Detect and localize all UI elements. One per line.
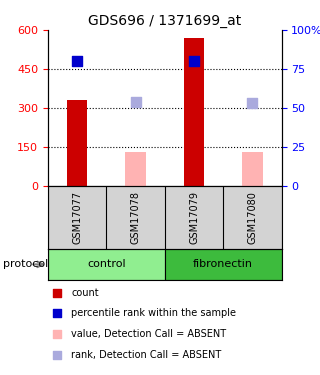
Point (55, 352, 60, 358)
Bar (184, 38, 204, 186)
Bar (67, 100, 87, 186)
Text: control: control (87, 260, 126, 269)
FancyBboxPatch shape (165, 249, 282, 280)
Text: value, Detection Call = ABSENT: value, Detection Call = ABSENT (71, 329, 227, 339)
Text: GSM17077: GSM17077 (72, 191, 82, 244)
Text: GSM17080: GSM17080 (247, 191, 257, 244)
Text: percentile rank within the sample: percentile rank within the sample (71, 308, 236, 318)
Text: fibronectin: fibronectin (193, 260, 253, 269)
Point (250, 100, 255, 106)
Text: protocol: protocol (3, 260, 48, 269)
Text: rank, Detection Call = ABSENT: rank, Detection Call = ABSENT (71, 350, 222, 360)
Title: GDS696 / 1371699_at: GDS696 / 1371699_at (88, 13, 241, 28)
Text: count: count (71, 288, 99, 298)
Point (55, 290, 60, 296)
Text: GSM17079: GSM17079 (189, 191, 199, 244)
Point (55, 331, 60, 337)
Point (55, 310, 60, 316)
Point (75, 58, 80, 64)
Point (133, 99, 138, 105)
FancyBboxPatch shape (48, 249, 165, 280)
Point (191, 58, 196, 64)
Text: GSM17078: GSM17078 (131, 191, 140, 244)
Bar (242, 152, 263, 186)
Bar (125, 152, 146, 186)
